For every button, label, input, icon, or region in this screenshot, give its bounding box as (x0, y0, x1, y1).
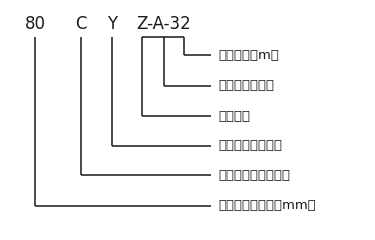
Text: C: C (75, 15, 87, 33)
Text: 表示自吸: 表示自吸 (219, 110, 251, 123)
Text: 表示扬程（m）: 表示扬程（m） (219, 49, 280, 62)
Text: Z-A-32: Z-A-32 (136, 15, 191, 33)
Text: 表示能满足船用要求: 表示能满足船用要求 (219, 169, 291, 182)
Text: 表示输送介质为油: 表示输送介质为油 (219, 139, 283, 152)
Text: 80: 80 (24, 15, 45, 33)
Text: Y: Y (107, 15, 117, 33)
Text: 表示第一次改进: 表示第一次改进 (219, 79, 275, 92)
Text: 表示泵吸入口径（mm）: 表示泵吸入口径（mm） (219, 199, 316, 212)
